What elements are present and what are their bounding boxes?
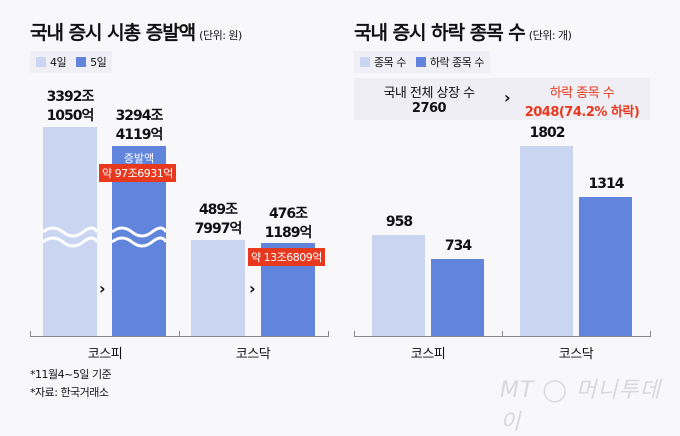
category-label: 코스닥 [235, 347, 271, 362]
legend-swatch-4 [36, 57, 46, 67]
chevron-right-icon: › [249, 279, 256, 298]
bar-kosdaq-4 [191, 240, 245, 336]
left-legend: 4일 5일 [30, 51, 113, 73]
bar-value-label: 958 [385, 213, 413, 230]
legend-label: 하락 종목 수 [429, 56, 485, 69]
legend-label: 4일 [50, 56, 67, 69]
info-box: 국내 전체 상장 수 2760 › 하락 종목 수 2048(74.2% 하락) [354, 78, 650, 120]
legend-label: 종목 수 [374, 56, 406, 69]
kospi-diff-badge: 약 97조6931억 [99, 164, 176, 182]
legend-swatch-total [360, 57, 370, 67]
category-label: 코스닥 [558, 347, 594, 362]
total-listed: 국내 전체 상장 수 2760 [383, 86, 475, 116]
value-kosdaq-5: 476조 1189억 [264, 206, 313, 241]
watermark-logo: MT ◯ 머니투데이 [500, 378, 661, 435]
value-kospi-4: 3392조 1050억 [46, 89, 95, 124]
axis-break-waves [43, 226, 166, 248]
axis-tick [502, 331, 503, 337]
falling-count: 하락 종목 수 2048(74.2% 하락) [524, 86, 640, 120]
evaporated-label: 증발액 [123, 152, 155, 165]
bar-kospi-4 [43, 127, 97, 336]
chevron-right-icon: › [504, 88, 511, 107]
axis-tick [179, 331, 180, 337]
unit-label: (단위: 개) [528, 29, 572, 42]
bar-falling-1 [579, 197, 632, 336]
chevron-right-icon: › [99, 279, 106, 298]
bar-total-1 [520, 145, 573, 336]
value-kospi-5: 3294조 4119억 [115, 108, 164, 143]
footnote: *11월4~5일 기준 [30, 368, 112, 381]
title-text: 국내 증시 시총 증발액 [30, 22, 196, 44]
legend-label: 5일 [90, 56, 107, 69]
unit-label: (단위: 원) [199, 29, 242, 42]
legend-swatch-falling [415, 57, 426, 67]
bar-total-0 [372, 234, 425, 336]
legend-swatch-5 [76, 57, 87, 67]
value-kosdaq-4: 489조 7997억 [194, 202, 243, 237]
bar-falling-0 [431, 258, 484, 336]
axis-tick [354, 331, 355, 337]
title-text: 국내 증시 하락 종목 수 [354, 22, 526, 44]
source-note: *자료: 한국거래소 [30, 386, 109, 399]
axis-tick [328, 331, 329, 337]
axis-tick [30, 331, 31, 337]
right-chart-title: 국내 증시 하락 종목 수 (단위: 개) [354, 18, 572, 45]
left-chart-title: 국내 증시 시총 증발액 (단위: 원) [30, 18, 242, 45]
category-label: 코스피 [87, 347, 123, 362]
axis-tick [650, 331, 651, 337]
bar-value-label: 734 [444, 237, 472, 254]
bar-value-label: 1314 [588, 176, 625, 193]
bar-value-label: 1802 [529, 124, 566, 141]
category-label: 코스피 [410, 347, 446, 362]
kosdaq-diff-badge: 약 13조6809억 [248, 248, 325, 266]
right-legend: 종목 수 하락 종목 수 [354, 51, 490, 73]
